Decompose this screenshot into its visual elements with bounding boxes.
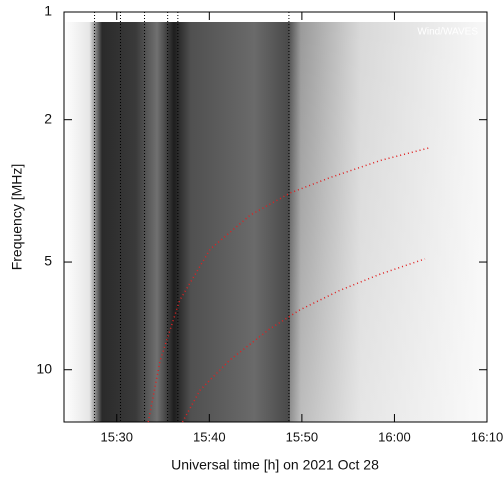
y-tick-label: 10 <box>36 360 52 376</box>
x-tick-label: 16:10 <box>471 429 504 444</box>
plot-frame <box>63 11 488 423</box>
x-tick-label: 15:50 <box>286 429 319 444</box>
x-axis-title: Universal time [h] on 2021 Oct 28 <box>171 457 379 473</box>
x-tick-label: 15:40 <box>193 429 226 444</box>
x-tick-label: 15:30 <box>100 429 133 444</box>
x-tick-label: 16:00 <box>378 429 411 444</box>
y-tick-label: 5 <box>44 253 52 269</box>
y-axis-title: Frequency [MHz] <box>9 164 25 271</box>
spectrogram-fade <box>290 22 487 422</box>
y-tick-label: 2 <box>44 110 52 126</box>
annotation: Wind/WAVES <box>417 27 478 38</box>
y-tick-label: 1 <box>44 3 52 19</box>
